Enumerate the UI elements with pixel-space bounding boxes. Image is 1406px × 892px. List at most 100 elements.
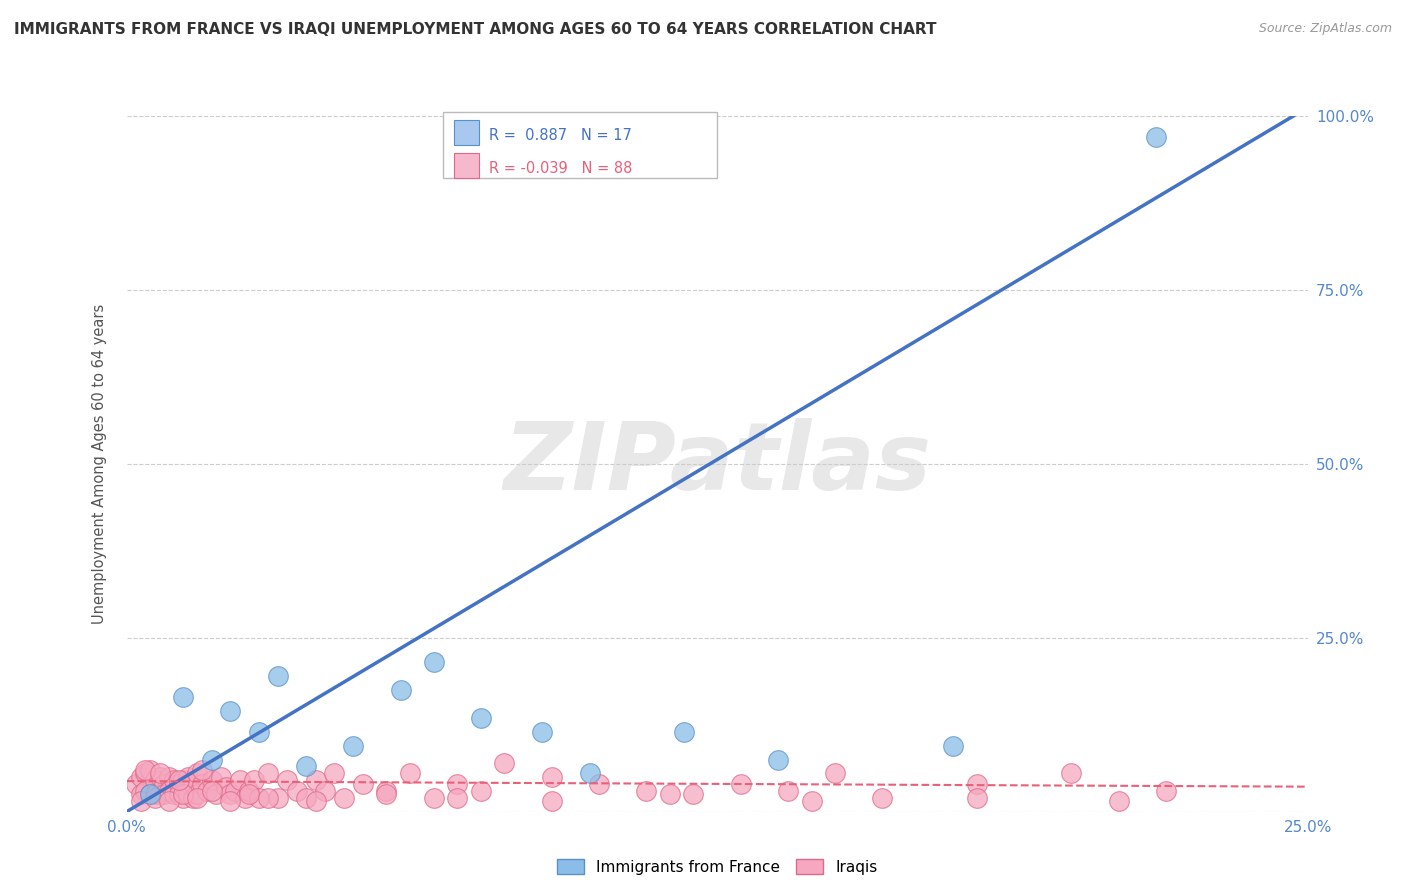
Point (172, 790, 194, 805)
Point (129, 788, 152, 801)
Text: R = -0.039   N = 88: R = -0.039 N = 88 (489, 161, 633, 177)
Point (768, 753, 790, 767)
Point (209, 770, 232, 784)
Point (139, 763, 162, 777)
Point (143, 788, 166, 801)
Point (167, 788, 190, 801)
Point (172, 690, 194, 704)
Text: Source: ZipAtlas.com: Source: ZipAtlas.com (1258, 22, 1392, 36)
Point (966, 790, 988, 805)
Point (422, 655, 444, 669)
Point (181, 777, 204, 791)
Point (540, 794, 562, 808)
Point (186, 766, 208, 780)
Point (800, 794, 823, 808)
Point (243, 773, 266, 788)
Point (247, 724, 270, 739)
Point (333, 790, 356, 805)
Point (824, 766, 846, 780)
Point (238, 788, 260, 801)
Point (257, 766, 280, 780)
Point (205, 788, 228, 801)
Point (215, 780, 238, 795)
Text: R =  0.887   N = 17: R = 0.887 N = 17 (489, 128, 633, 143)
Point (153, 777, 176, 791)
Point (134, 784, 156, 798)
Point (157, 794, 180, 808)
Point (186, 788, 208, 801)
Point (389, 683, 412, 698)
Point (942, 739, 965, 753)
Point (219, 794, 242, 808)
Point (578, 766, 600, 780)
Point (446, 777, 468, 791)
Point (267, 669, 290, 683)
Point (177, 788, 200, 801)
Point (149, 788, 172, 801)
Point (129, 770, 152, 784)
Point (191, 763, 214, 777)
Point (1108, 794, 1130, 808)
Point (247, 790, 270, 805)
Point (134, 766, 156, 780)
Text: ZIPatlas: ZIPatlas (503, 417, 931, 510)
Point (167, 773, 190, 788)
Point (304, 773, 326, 788)
Point (191, 777, 214, 791)
Point (200, 773, 222, 788)
Legend: Immigrants from France, Iraqis: Immigrants from France, Iraqis (551, 853, 883, 880)
Point (470, 784, 492, 798)
Point (446, 790, 468, 805)
Point (295, 790, 318, 805)
Point (375, 784, 398, 798)
Point (323, 766, 346, 780)
Point (172, 773, 194, 788)
Point (540, 770, 562, 784)
Point (219, 704, 242, 718)
Point (139, 788, 162, 801)
Point (352, 777, 374, 791)
Point (1154, 784, 1177, 798)
Point (181, 790, 204, 805)
Point (167, 777, 190, 791)
Point (966, 777, 988, 791)
Point (229, 773, 252, 788)
Point (163, 773, 186, 788)
Point (872, 790, 894, 805)
Point (177, 770, 200, 784)
Point (1144, 129, 1167, 144)
Point (494, 756, 516, 770)
Point (186, 790, 208, 805)
Point (531, 724, 554, 739)
Text: IMMIGRANTS FROM FRANCE VS IRAQI UNEMPLOYMENT AMONG AGES 60 TO 64 YEARS CORRELATI: IMMIGRANTS FROM FRANCE VS IRAQI UNEMPLOY… (14, 22, 936, 37)
Point (470, 711, 492, 725)
Point (276, 773, 298, 788)
Point (219, 788, 242, 801)
Point (257, 790, 280, 805)
Point (157, 784, 180, 798)
Point (195, 784, 218, 798)
Point (233, 790, 256, 805)
Point (238, 784, 260, 798)
Point (730, 777, 752, 791)
Point (134, 763, 156, 777)
Point (157, 770, 180, 784)
Point (658, 788, 681, 801)
Point (399, 766, 422, 780)
Point (636, 784, 658, 798)
Point (314, 784, 336, 798)
Point (200, 753, 222, 767)
Point (149, 766, 172, 780)
Point (682, 788, 704, 801)
Point (200, 784, 222, 798)
Point (143, 790, 166, 805)
Point (375, 788, 398, 801)
Point (163, 788, 186, 801)
Point (267, 790, 290, 805)
Point (588, 777, 610, 791)
Point (304, 794, 326, 808)
Point (129, 794, 152, 808)
Point (224, 784, 246, 798)
Point (143, 773, 166, 788)
Point (153, 788, 176, 801)
